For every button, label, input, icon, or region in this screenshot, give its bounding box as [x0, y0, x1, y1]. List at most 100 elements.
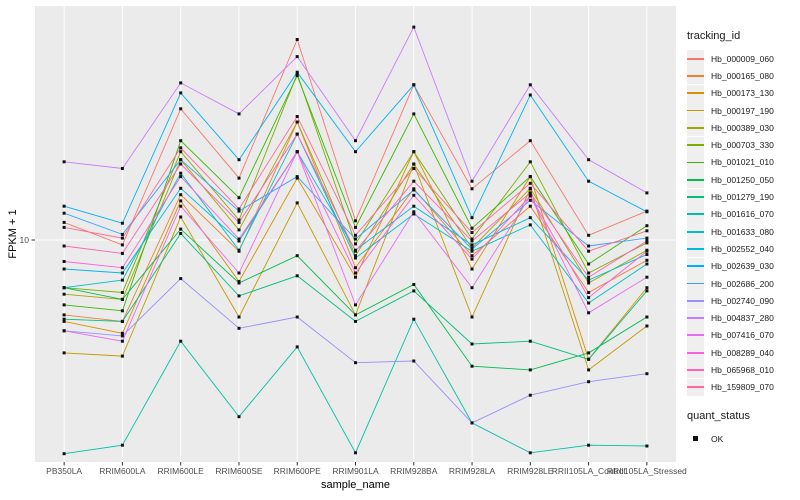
legend-item-Hb_002639_030: Hb_002639_030 [687, 257, 799, 275]
x-axis-title: sample_name [320, 479, 391, 491]
data-point [470, 286, 474, 290]
data-point [295, 55, 299, 59]
legend-label: Hb_004837_280 [711, 313, 774, 324]
data-point [412, 212, 416, 216]
data-point [645, 289, 649, 293]
legend-key-swatch [687, 361, 704, 379]
legend-key-swatch [687, 292, 704, 310]
legend-key-swatch [687, 119, 704, 137]
data-point [120, 221, 124, 225]
legend-key-swatch [687, 153, 704, 171]
legend-line-icon [687, 213, 704, 216]
x-tick-label: RRIM600LE [158, 466, 205, 476]
data-point [237, 315, 241, 319]
legend-item-Hb_159809_070: Hb_159809_070 [687, 378, 799, 396]
legend-label: Hb_065968_010 [711, 364, 774, 375]
data-point [645, 253, 649, 256]
data-point [179, 339, 183, 343]
data-point [470, 247, 474, 251]
data-point [120, 266, 124, 270]
x-tick-label: RRII105LA_Control [552, 466, 626, 476]
legend-line-icon [687, 265, 704, 268]
legend-item-Hb_000389_030: Hb_000389_030 [687, 119, 799, 137]
legend-line-icon [687, 351, 704, 354]
data-point [528, 93, 532, 97]
y-tick-label: 10 [20, 235, 30, 245]
x-tick-label: RRIM901LA [332, 466, 379, 476]
data-point [179, 146, 183, 150]
data-point [120, 319, 124, 323]
data-point [354, 225, 357, 229]
data-point [412, 317, 416, 321]
data-point [237, 196, 241, 200]
data-point [587, 249, 591, 253]
data-point [62, 260, 66, 263]
data-point [237, 294, 241, 298]
data-point [470, 179, 474, 183]
data-point [645, 444, 649, 448]
legend-item-Hb_000165_080: Hb_000165_080 [687, 67, 799, 85]
legend-key-swatch [687, 67, 704, 85]
data-point [470, 421, 474, 425]
data-point [528, 186, 532, 190]
data-point [354, 139, 357, 143]
data-point [587, 380, 591, 384]
data-point [354, 313, 357, 317]
data-point [470, 342, 474, 346]
legend-line-icon [687, 196, 704, 198]
legend-label: Hb_001021_010 [711, 157, 774, 168]
data-point [587, 351, 591, 355]
data-point [470, 231, 474, 235]
legend-key-swatch [687, 188, 704, 206]
data-point [295, 38, 299, 41]
legend-label: Hb_008289_040 [711, 347, 774, 358]
legend-key-swatch [687, 50, 704, 68]
data-point [179, 158, 183, 162]
data-point [120, 243, 124, 247]
data-point [237, 415, 241, 419]
legend-line-icon [687, 369, 704, 371]
data-point [179, 175, 183, 179]
data-point [120, 443, 124, 447]
data-point [120, 251, 124, 255]
data-point [470, 315, 474, 319]
data-point [62, 319, 66, 323]
data-point [179, 215, 183, 219]
quant-ok-key [687, 430, 704, 447]
data-point [62, 317, 66, 321]
legend-key-swatch [687, 344, 704, 362]
data-point [470, 254, 474, 258]
data-point [62, 292, 66, 296]
data-point [528, 139, 532, 143]
data-point [179, 199, 183, 203]
legend-key-swatch [687, 84, 704, 102]
data-point [645, 275, 649, 279]
data-point [470, 249, 474, 253]
legend-key-swatch [687, 275, 704, 292]
data-point [120, 278, 124, 282]
data-point [645, 324, 649, 328]
data-point [295, 175, 299, 179]
data-point [237, 176, 241, 180]
data-point [528, 181, 532, 185]
data-point [62, 329, 66, 333]
data-point [237, 239, 241, 243]
data-point [295, 132, 299, 136]
data-point [354, 254, 357, 258]
data-point [412, 188, 416, 192]
data-point [62, 351, 66, 355]
data-point [587, 179, 591, 183]
data-point [179, 227, 183, 231]
data-point [587, 233, 591, 237]
data-point [528, 339, 532, 343]
data-point [470, 239, 474, 243]
legend-label: Hb_001279_190 [711, 192, 774, 203]
legend-item-Hb_000173_130: Hb_000173_130 [687, 84, 799, 102]
legend-label: Hb_000197_190 [711, 105, 774, 116]
legend-line-icon [687, 282, 704, 285]
data-point [412, 25, 416, 29]
legend: tracking_id Hb_000009_060 Hb_000165_080 Hb… [687, 30, 799, 447]
data-point [528, 83, 532, 87]
data-point [295, 70, 299, 74]
data-point [62, 204, 66, 208]
